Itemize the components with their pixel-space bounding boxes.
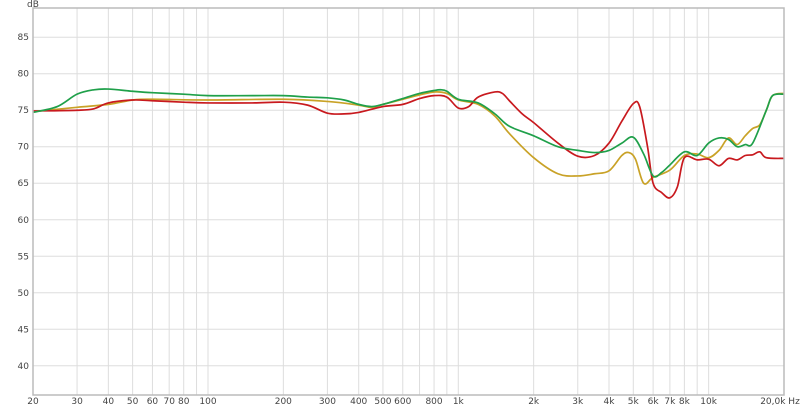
x-tick-label: 20 <box>27 397 39 407</box>
x-tick-label: 20,0k Hz <box>760 397 800 407</box>
y-tick-label: 65 <box>18 179 29 189</box>
x-tick-label: 500 <box>374 397 391 407</box>
x-tick-label: 7k <box>664 397 676 407</box>
x-tick-label: 10k <box>700 397 717 407</box>
x-tick-label: 1k <box>453 397 465 407</box>
x-tick-label: 6k <box>648 397 660 407</box>
x-tick-label: 300 <box>319 397 336 407</box>
x-tick-label: 800 <box>425 397 442 407</box>
x-tick-label: 4k <box>604 397 616 407</box>
y-tick-label: 55 <box>18 252 29 262</box>
y-tick-label: 75 <box>18 106 29 116</box>
x-tick-label: 60 <box>147 397 159 407</box>
x-tick-label: 600 <box>394 397 411 407</box>
grid <box>32 8 785 395</box>
x-tick-label: 5k <box>628 397 640 407</box>
y-tick-label: 60 <box>18 216 30 226</box>
y-tick-label: 50 <box>18 289 30 299</box>
x-tick-label: 3k <box>572 397 584 407</box>
x-tick-label: 8k <box>679 397 691 407</box>
x-tick-label: 80 <box>178 397 190 407</box>
series-line-2 <box>32 90 785 199</box>
y-tick-label: 40 <box>18 362 30 372</box>
plot-frame <box>32 7 785 396</box>
series-group <box>32 88 785 199</box>
y-tick-label: 80 <box>18 70 30 80</box>
y-tick-label: 45 <box>18 325 29 335</box>
x-tick-label: 40 <box>103 397 115 407</box>
x-tick-label: 2k <box>528 397 540 407</box>
x-tick-label: 200 <box>275 397 292 407</box>
x-tick-label: 30 <box>71 397 83 407</box>
y-tick-label: 70 <box>18 143 30 153</box>
x-tick-label: 400 <box>350 397 367 407</box>
x-tick-label: 70 <box>163 397 175 407</box>
series-line-1 <box>32 91 785 185</box>
x-tick-label: 50 <box>127 397 139 407</box>
y-tick-label: 85 <box>18 33 29 43</box>
x-tick-label: 100 <box>199 397 216 407</box>
series-line-3 <box>32 88 785 178</box>
y-axis-label: dB <box>27 0 39 10</box>
